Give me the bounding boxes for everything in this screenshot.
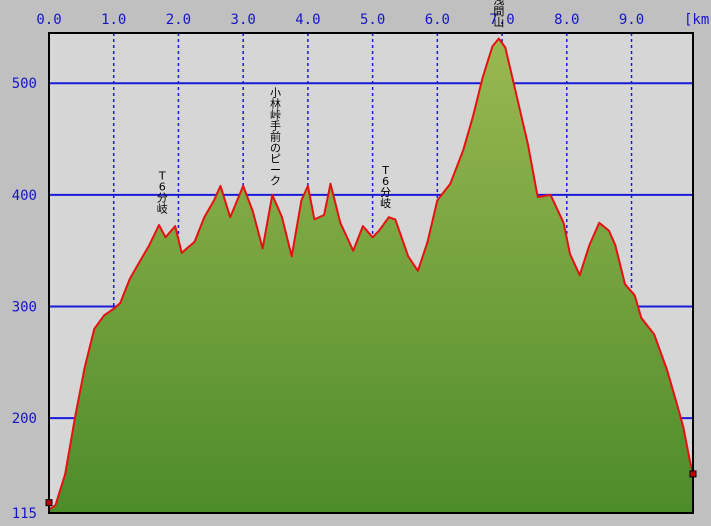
x-tick-label: 1.0 <box>101 12 126 28</box>
svg-text:ピ: ピ <box>270 153 281 166</box>
svg-text:林: 林 <box>270 97 281 111</box>
y-tick-label: 115 <box>12 506 37 522</box>
profile-line <box>48 37 694 511</box>
svg-text:の: の <box>270 142 281 155</box>
terrain-area <box>49 38 693 513</box>
svg-text:小: 小 <box>270 87 281 100</box>
svg-text:前: 前 <box>270 130 281 144</box>
y-tick-label: 200 <box>12 411 37 427</box>
svg-text:T: T <box>381 164 389 177</box>
svg-text:6: 6 <box>382 175 389 188</box>
y-tick-label: 400 <box>12 188 37 204</box>
x-tick-label: 2.0 <box>166 12 191 28</box>
svg-text:分: 分 <box>380 186 391 199</box>
x-axis-ticks: 0.0 1.0 2.0 3.0 4.0 5.0 6.0 7.0 8.0 9.0 <box>36 12 644 28</box>
x-tick-label: 3.0 <box>231 12 256 28</box>
y-axis-ticks: 115 200 300 400 500 <box>12 76 37 522</box>
annotation-label: 浅間山 <box>493 0 504 29</box>
x-tick-label: 9.0 <box>619 12 644 28</box>
x-tick-label: 6.0 <box>425 12 450 28</box>
svg-text:T: T <box>158 170 166 183</box>
svg-text:間: 間 <box>493 5 504 18</box>
svg-text:浅: 浅 <box>493 0 504 7</box>
svg-text:峠: 峠 <box>270 108 281 122</box>
svg-text:山: 山 <box>493 16 504 29</box>
y-tick-label: 300 <box>12 299 37 315</box>
x-tick-label: 7.0 <box>489 12 514 28</box>
svg-text:6: 6 <box>159 181 166 194</box>
svg-text:ク: ク <box>270 175 281 188</box>
plot-border <box>48 32 694 514</box>
svg-text:岐: 岐 <box>380 197 391 210</box>
svg-text:岐: 岐 <box>157 203 168 216</box>
svg-text:分: 分 <box>157 192 168 205</box>
y-tick-label: 500 <box>12 76 37 92</box>
start-marker <box>45 499 53 507</box>
x-tick-label: 4.0 <box>295 12 320 28</box>
x-tick-label: 8.0 <box>554 12 579 28</box>
route-markers <box>45 470 697 507</box>
x-tick-label: 0.0 <box>36 12 61 28</box>
x-tick-label: 5.0 <box>360 12 385 28</box>
x-axis-unit-label: [km <box>684 12 709 28</box>
svg-text:手: 手 <box>270 119 281 133</box>
svg-text:ー: ー <box>270 164 281 177</box>
end-marker <box>689 470 697 478</box>
